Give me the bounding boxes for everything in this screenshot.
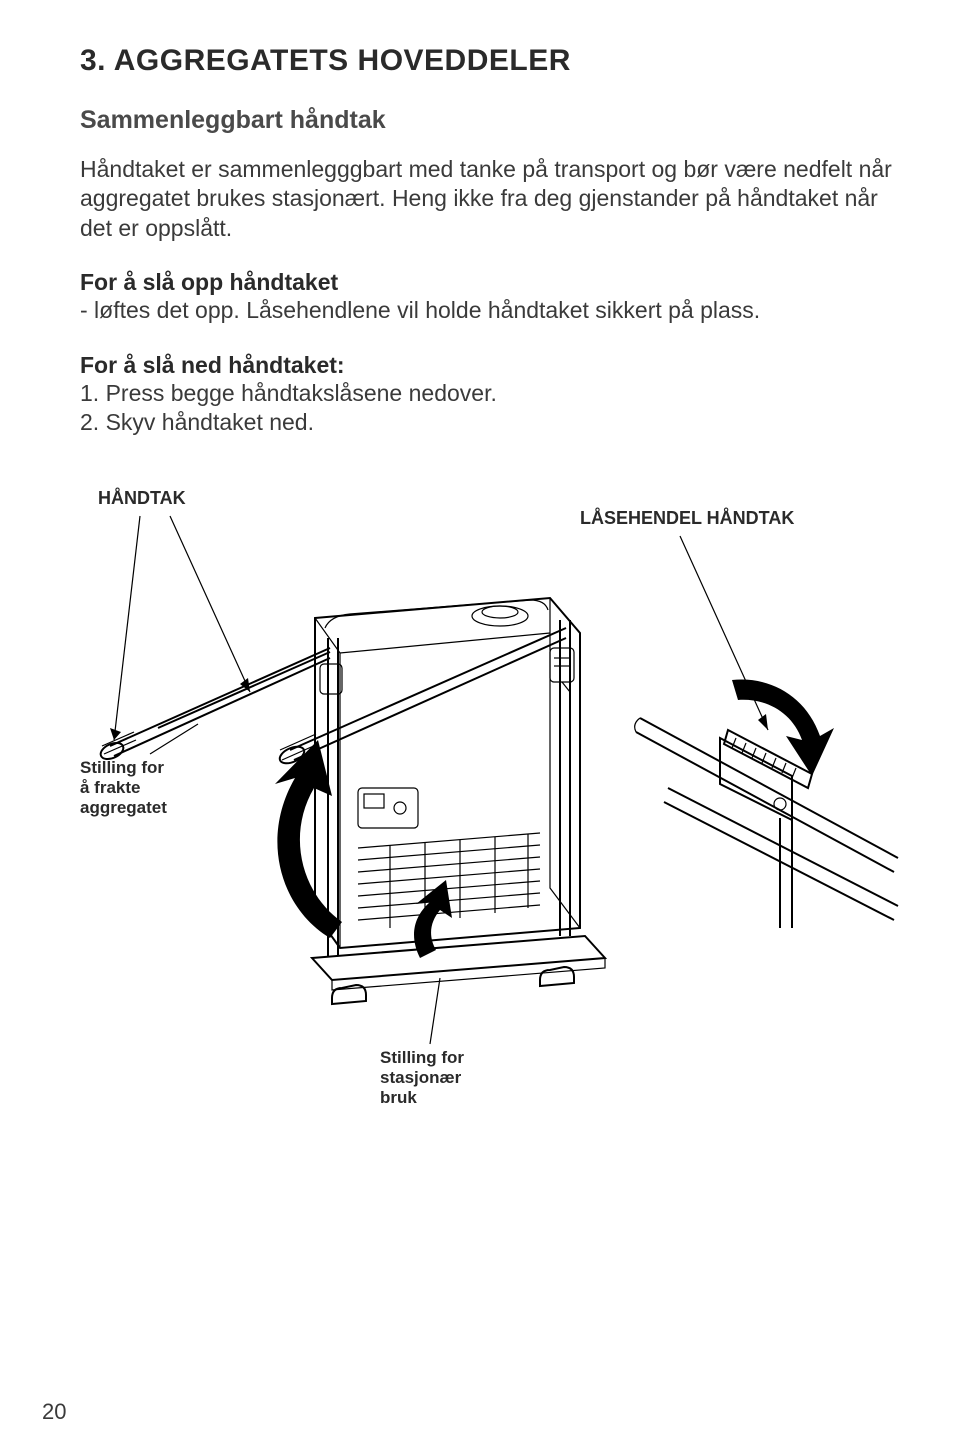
fold-up-block: For å slå opp håndtaket - løftes det opp… [80, 269, 900, 325]
fold-up-title: For å slå opp håndtaket [80, 269, 900, 296]
fold-down-block: For å slå ned håndtaket: 1. Press begge … [80, 352, 900, 438]
generator-drawing [98, 516, 605, 1044]
fold-down-step1: 1. Press begge håndtakslåsene nedover. [80, 379, 900, 408]
intro-paragraph: Håndtaket er sammenlegggbart med tanke p… [80, 155, 900, 243]
fold-down-step2: 2. Skyv håndtaket ned. [80, 408, 900, 437]
fold-down-title: For å slå ned håndtaket: [80, 352, 900, 379]
section-heading: 3. AGGREGATETS HOVEDDELER [80, 44, 900, 78]
figure-svg [80, 488, 900, 1128]
page-number: 20 [42, 1399, 66, 1425]
lock-lever-drawing [635, 536, 898, 928]
subsection-heading: Sammenleggbart håndtak [80, 106, 900, 135]
fold-up-line: - løftes det opp. Låsehendlene vil holde… [80, 296, 900, 325]
figure: HÅNDTAK LÅSEHENDEL HÅNDTAK Stilling for … [80, 488, 900, 1128]
